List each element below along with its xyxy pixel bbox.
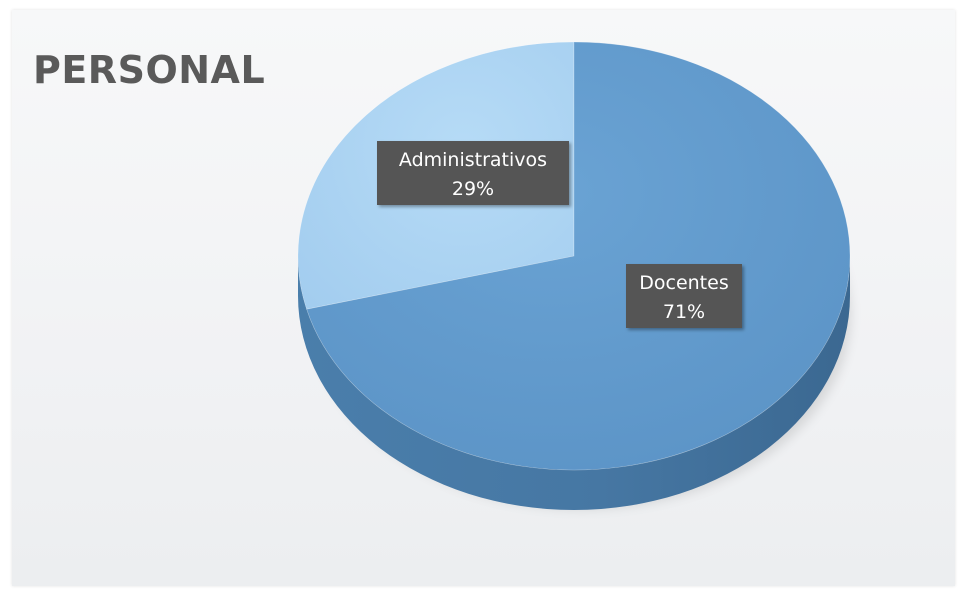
data-label-box (377, 141, 569, 205)
data-label-docentes: Docentes 71% (626, 264, 742, 328)
data-label-administrativos: Administrativos 29% (377, 141, 569, 205)
chart-title: PERSONAL (33, 48, 266, 92)
pie-root: Administrativos 29% Docentes 71% (297, 41, 851, 510)
pie-side-docentes (298, 256, 850, 510)
data-label-percent: 71% (663, 301, 705, 323)
data-label-box (626, 264, 742, 328)
data-label-category: Docentes (639, 272, 728, 294)
pie-slice-docentes[interactable] (306, 41, 851, 471)
data-label-category: Administrativos (399, 149, 547, 171)
data-label-percent: 29% (452, 178, 494, 200)
